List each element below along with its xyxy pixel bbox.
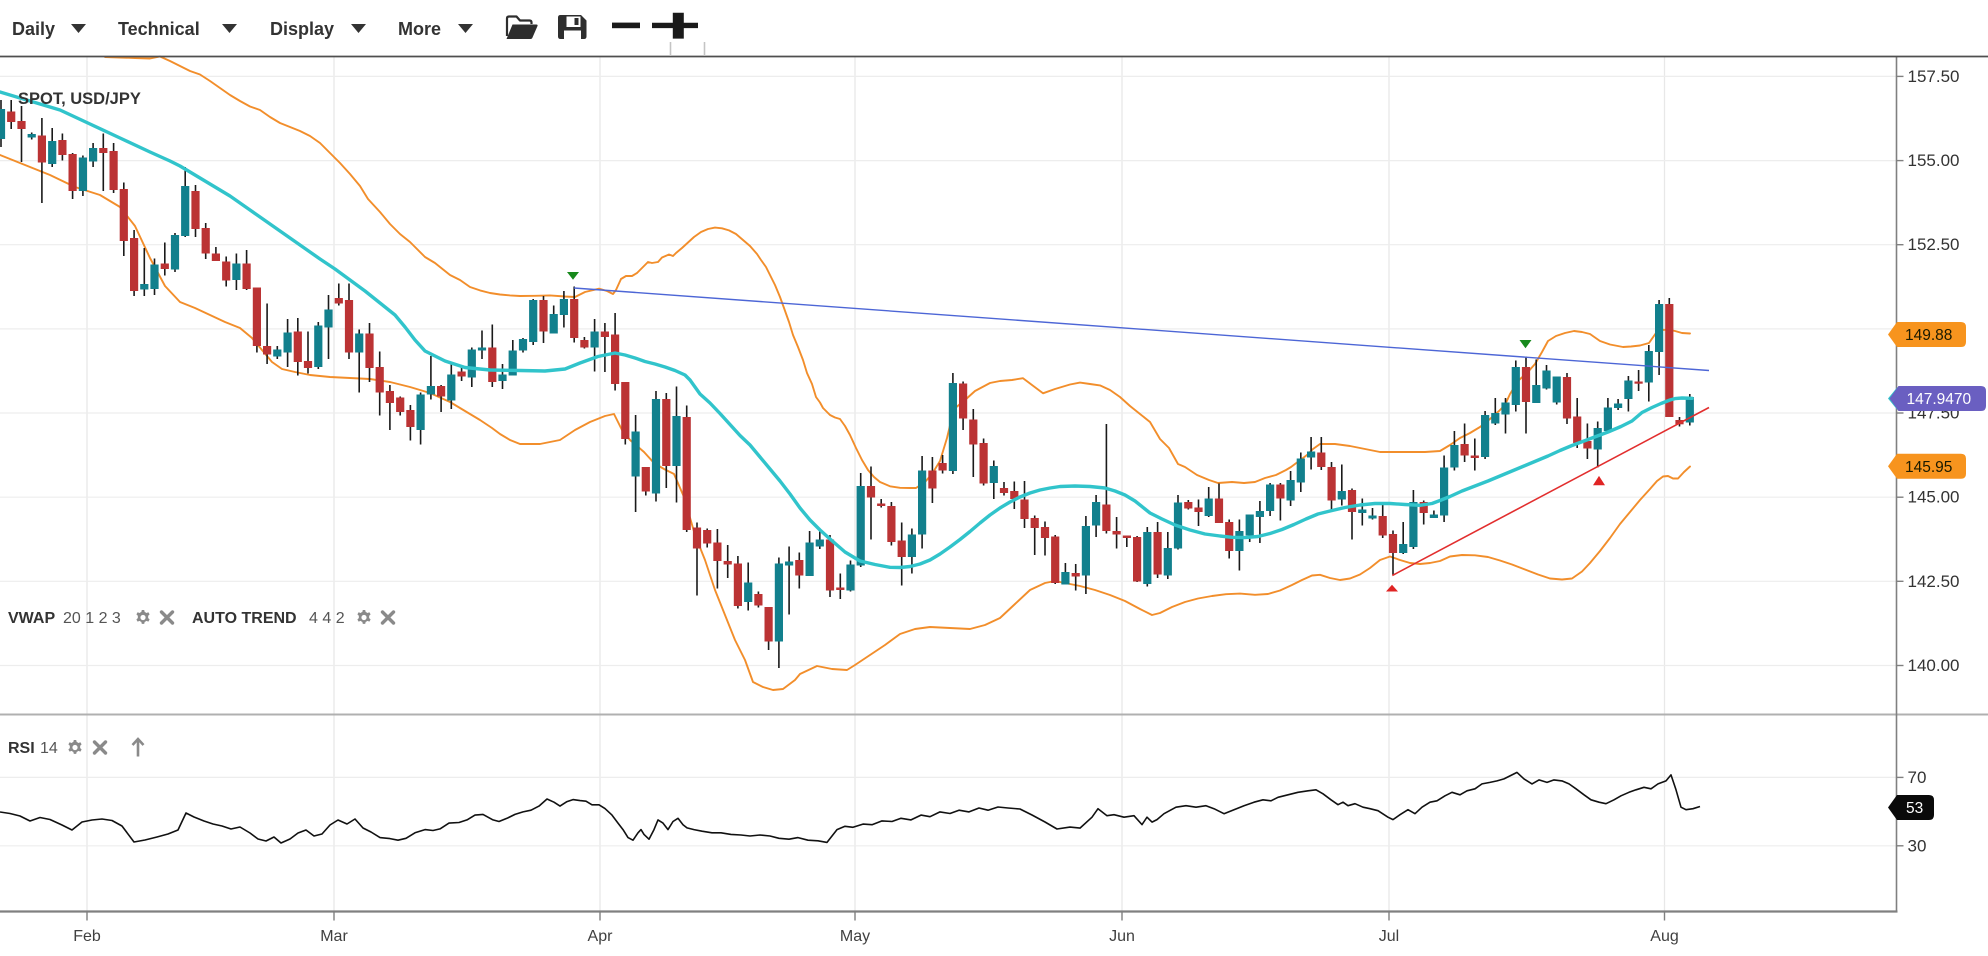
svg-text:145.95: 145.95 bbox=[1905, 459, 1952, 476]
svg-text:142.50: 142.50 bbox=[1908, 572, 1960, 591]
svg-text:VWAP: VWAP bbox=[8, 610, 55, 627]
svg-text:Mar: Mar bbox=[320, 928, 348, 945]
svg-text:30: 30 bbox=[1908, 836, 1927, 855]
svg-text:149.88: 149.88 bbox=[1905, 327, 1952, 344]
svg-text:152.50: 152.50 bbox=[1908, 235, 1960, 254]
svg-text:SPOT, USD/JPY: SPOT, USD/JPY bbox=[18, 90, 141, 108]
svg-text:May: May bbox=[840, 928, 870, 945]
svg-text:14: 14 bbox=[40, 740, 58, 757]
svg-text:Apr: Apr bbox=[588, 928, 614, 945]
svg-text:157.50: 157.50 bbox=[1908, 67, 1960, 86]
svg-text:Display: Display bbox=[270, 19, 334, 39]
svg-text:RSI: RSI bbox=[8, 740, 35, 757]
svg-text:4 4 2: 4 4 2 bbox=[309, 610, 345, 627]
svg-text:140.00: 140.00 bbox=[1908, 656, 1960, 675]
svg-text:Technical: Technical bbox=[118, 19, 200, 39]
svg-text:Aug: Aug bbox=[1650, 928, 1678, 945]
svg-text:147.9470: 147.9470 bbox=[1907, 391, 1972, 408]
svg-text:155.00: 155.00 bbox=[1908, 151, 1960, 170]
svg-text:Jul: Jul bbox=[1379, 928, 1399, 945]
svg-text:Daily: Daily bbox=[12, 19, 55, 39]
svg-text:20 1 2 3: 20 1 2 3 bbox=[63, 610, 121, 627]
svg-text:Jun: Jun bbox=[1109, 928, 1135, 945]
svg-text:145.00: 145.00 bbox=[1908, 488, 1960, 507]
svg-text:More: More bbox=[398, 19, 441, 39]
svg-text:70: 70 bbox=[1908, 768, 1927, 787]
svg-text:Feb: Feb bbox=[73, 928, 101, 945]
svg-text:53: 53 bbox=[1906, 800, 1923, 817]
svg-text:AUTO TREND: AUTO TREND bbox=[192, 610, 297, 627]
